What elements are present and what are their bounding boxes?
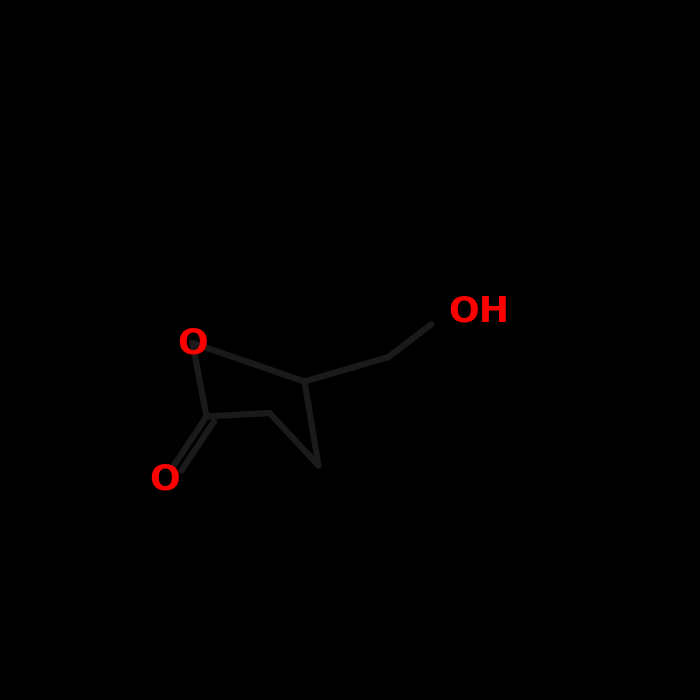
- Text: O: O: [177, 326, 208, 360]
- Text: OH: OH: [448, 295, 509, 328]
- Text: O: O: [149, 463, 180, 496]
